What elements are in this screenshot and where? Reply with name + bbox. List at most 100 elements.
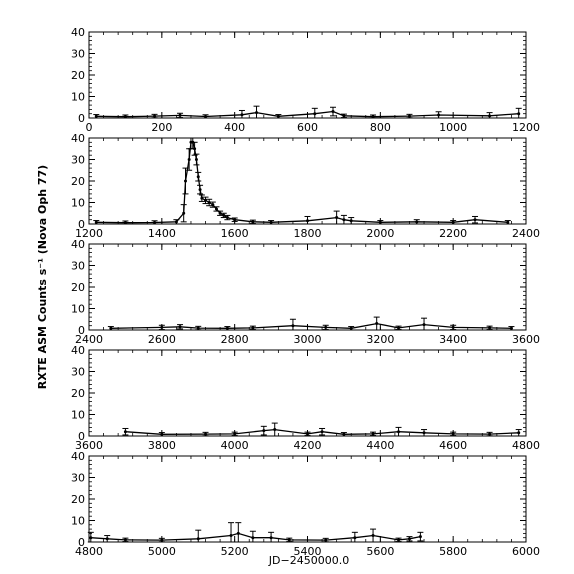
data-point — [178, 113, 182, 117]
x-tick-label: 600 — [297, 121, 318, 134]
data-point — [451, 325, 455, 329]
data-point — [225, 326, 229, 330]
x-tick-label: 4200 — [294, 439, 322, 452]
x-tick-label: 5000 — [148, 545, 176, 558]
panel-frame — [88, 31, 527, 119]
panel-frame — [88, 243, 527, 331]
x-tick-label: 5600 — [366, 545, 394, 558]
x-tick-label: 4000 — [221, 439, 249, 452]
data-point — [160, 538, 164, 542]
y-tick-label: 40 — [71, 132, 85, 145]
data-point — [187, 158, 191, 161]
data-point — [269, 536, 273, 540]
y-tick-label: 20 — [71, 69, 85, 82]
x-tick-label: 2400 — [75, 333, 103, 346]
x-tick-label: 1800 — [294, 227, 322, 240]
x-tick-label: 0 — [86, 121, 93, 134]
x-tick-label: 3400 — [439, 333, 467, 346]
x-tick-label: 2400 — [512, 227, 540, 240]
y-tick-label: 10 — [71, 409, 85, 422]
data-point — [324, 538, 328, 542]
x-tick-label: 2600 — [148, 333, 176, 346]
x-tick-label: 1600 — [221, 227, 249, 240]
y-tick-label: 20 — [71, 493, 85, 506]
y-tick-label: 10 — [71, 91, 85, 104]
y-tick-label: 30 — [71, 260, 85, 273]
data-point — [211, 203, 215, 207]
data-point — [418, 535, 422, 539]
data-point — [306, 219, 309, 223]
data-point — [196, 175, 200, 179]
data-point — [313, 112, 317, 116]
data-point — [233, 432, 237, 436]
x-tick-label: 400 — [224, 121, 245, 134]
series-line — [110, 322, 512, 329]
x-tick-label: 200 — [151, 121, 172, 134]
data-point — [342, 432, 346, 436]
data-point — [342, 114, 346, 118]
x-tick-label: 4800 — [75, 545, 103, 558]
series-line — [90, 532, 421, 541]
series-line — [96, 141, 508, 224]
data-point — [378, 220, 382, 224]
data-point — [236, 531, 240, 535]
x-tick-label: 5200 — [221, 545, 249, 558]
data-point — [218, 211, 222, 215]
y-axis-label: RXTE ASM Counts s⁻¹ (Nova Oph 77) — [36, 165, 49, 389]
data-point — [422, 431, 426, 435]
data-point — [89, 536, 93, 540]
data-point — [198, 188, 202, 192]
data-point — [160, 432, 164, 436]
data-point — [94, 114, 98, 118]
data-point — [229, 534, 233, 538]
data-point — [407, 537, 411, 541]
data-point — [375, 322, 379, 326]
panel-frame — [88, 455, 527, 543]
data-point — [451, 432, 455, 436]
data-point — [123, 221, 127, 225]
panel-frame — [88, 137, 527, 225]
y-tick-label: 10 — [71, 515, 85, 528]
data-point — [255, 111, 259, 115]
data-point — [509, 326, 513, 330]
data-point — [233, 218, 237, 222]
data-point — [473, 218, 477, 222]
x-tick-label: 1200 — [512, 121, 540, 134]
data-point — [204, 114, 208, 118]
x-tick-label: 3200 — [366, 333, 394, 346]
data-point — [123, 115, 127, 119]
data-point — [153, 114, 157, 118]
data-point — [422, 323, 426, 327]
x-tick-label: 3600 — [75, 439, 103, 452]
y-tick-label: 40 — [71, 26, 85, 39]
panel-4: 3600 3800 4000 4200 4400 4600 4800 0 10 20 30 40 — [71, 344, 540, 452]
x-tick-label: 3000 — [294, 333, 322, 346]
data-point — [451, 220, 455, 224]
data-point — [306, 432, 309, 436]
x-tick-label: 3600 — [512, 333, 540, 346]
x-tick-label: 5400 — [294, 545, 322, 558]
y-tick-label: 20 — [71, 281, 85, 294]
x-tick-label: 1400 — [148, 227, 176, 240]
y-tick-label: 10 — [71, 197, 85, 210]
y-tick-label: 30 — [71, 48, 85, 61]
data-point — [517, 112, 521, 116]
data-point — [291, 324, 295, 328]
y-tick-label: 30 — [71, 472, 85, 485]
y-tick-label: 40 — [71, 238, 85, 251]
data-point — [407, 114, 411, 118]
data-point — [109, 326, 113, 330]
x-tick-label: 800 — [370, 121, 391, 134]
data-point — [105, 537, 109, 541]
data-point — [214, 207, 218, 211]
data-point — [488, 114, 492, 118]
panel-5: 4800 5000 5200 5400 5600 5800 6000 0 10 20 30 40 — [71, 450, 540, 558]
data-point — [160, 325, 164, 329]
data-point — [415, 220, 419, 224]
data-point — [251, 326, 255, 330]
data-point — [94, 220, 98, 224]
data-point — [517, 431, 521, 435]
data-point — [123, 538, 127, 542]
data-point — [371, 432, 375, 436]
data-point — [488, 326, 492, 330]
